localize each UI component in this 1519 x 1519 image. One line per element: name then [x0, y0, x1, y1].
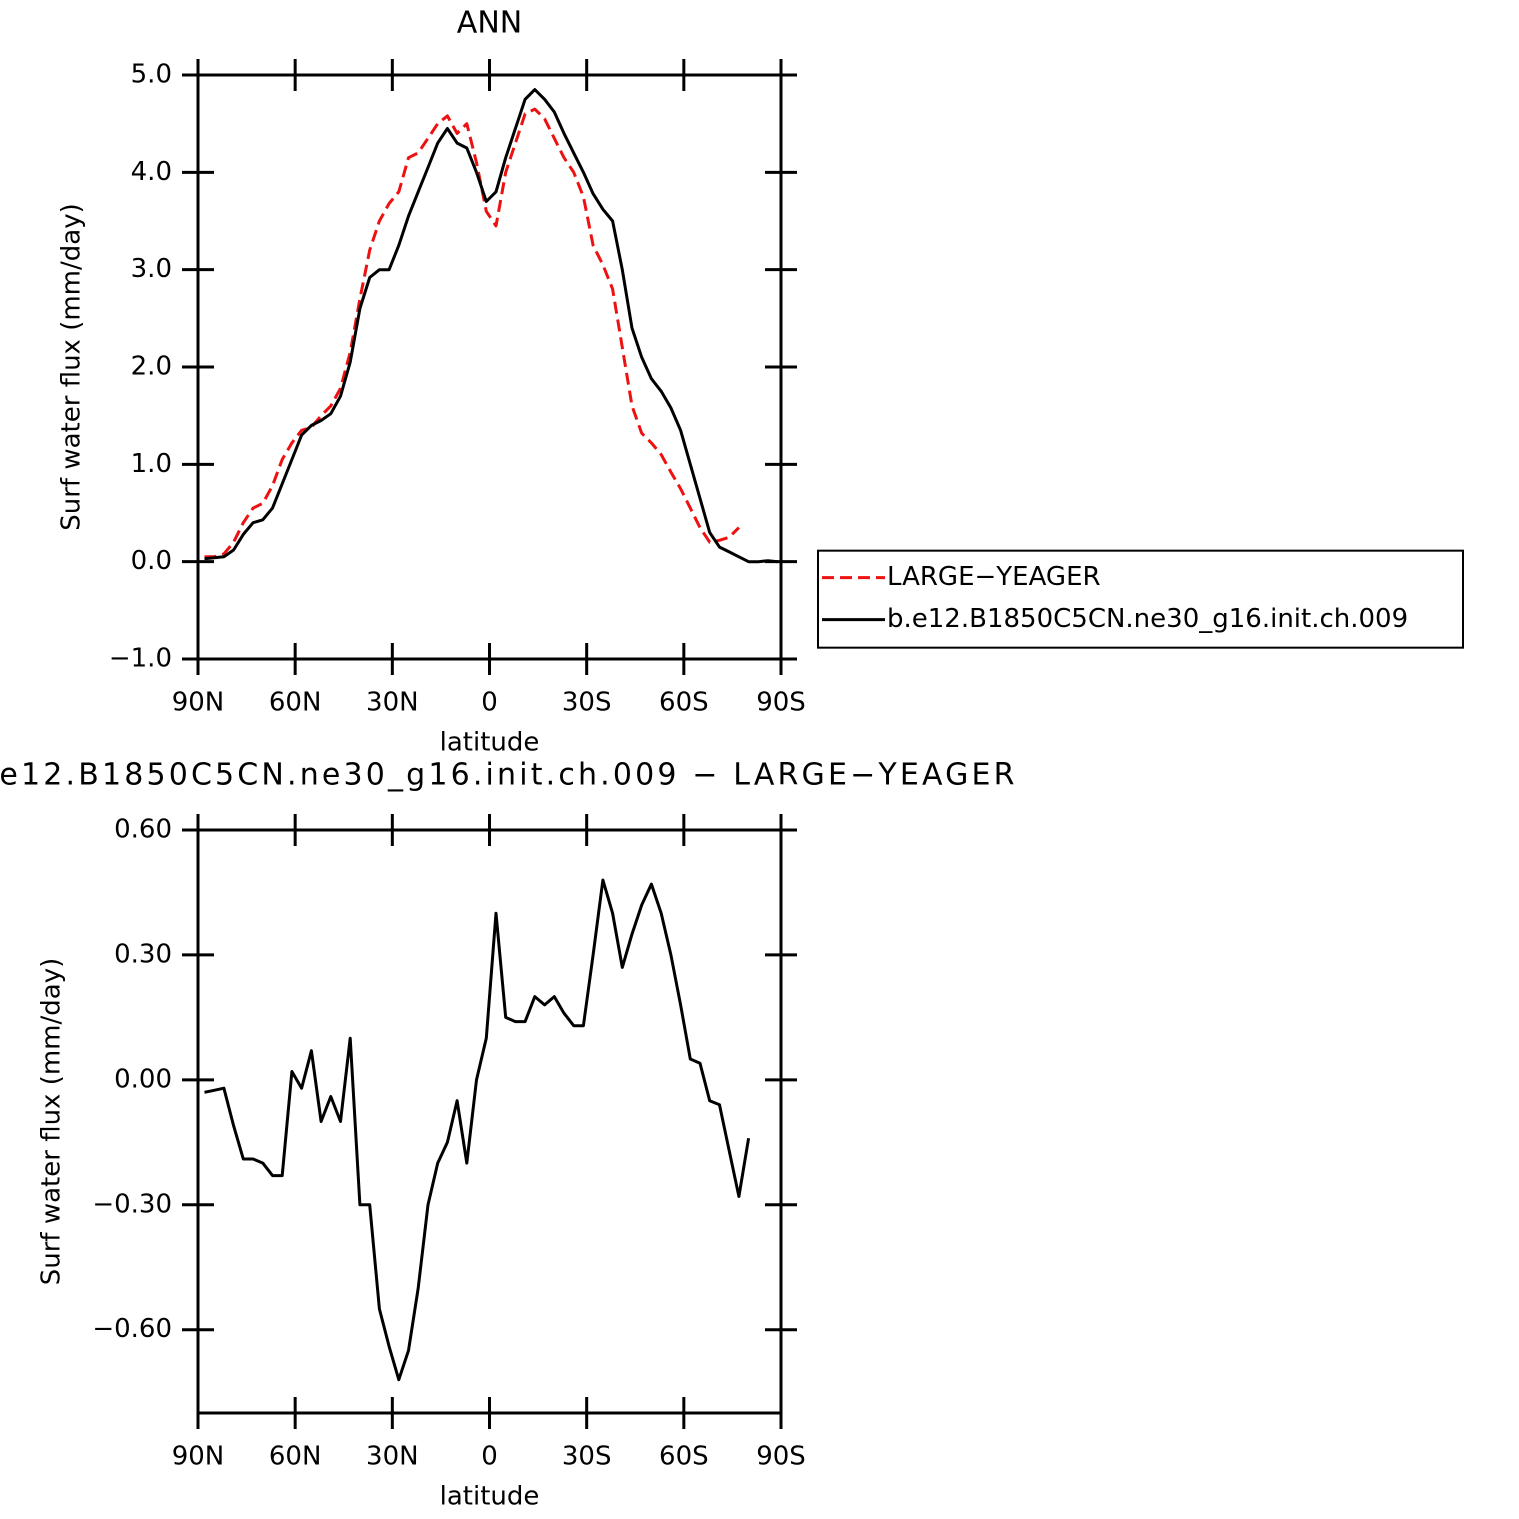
- legend-box: [817, 549, 1464, 649]
- x-tick-label: 90N: [172, 1442, 225, 1472]
- y-tick-label: 4.0: [131, 157, 172, 187]
- x-tick-label: 30N: [366, 688, 419, 718]
- x-tick-label: 60S: [659, 688, 709, 718]
- x-tick-label: 60S: [659, 1442, 709, 1472]
- y-tick-label: 2.0: [131, 352, 172, 382]
- legend-label: LARGE−YEAGER: [887, 562, 1101, 592]
- y-tick-label: −0.60: [92, 1314, 172, 1344]
- x-tick-label: 0: [481, 688, 498, 718]
- y-tick-label: 0.00: [114, 1064, 172, 1094]
- chart-title: ANN: [457, 6, 522, 41]
- y-tick-label: −1.0: [109, 644, 172, 674]
- y-tick-label: 1.0: [131, 449, 172, 479]
- plot-frame: [196, 828, 783, 1415]
- x-tick-label: 60N: [269, 1442, 322, 1472]
- y-tick-label: 5.0: [131, 60, 172, 90]
- x-tick-label: 30S: [562, 1442, 612, 1472]
- x-tick-label: 0: [481, 1442, 498, 1472]
- legend-label: b.e12.B1850C5CN.ne30_g16.init.ch.009: [887, 604, 1408, 634]
- x-tick-label: 90S: [756, 1442, 806, 1472]
- x-axis-label: latitude: [440, 1482, 540, 1512]
- y-tick-label: 0.60: [114, 815, 172, 845]
- x-tick-label: 30S: [562, 688, 612, 718]
- x-tick-label: 60N: [269, 688, 322, 718]
- chart-title: b.e12.B1850C5CN.ne30_g16.init.ch.009 − L…: [0, 758, 1014, 793]
- x-tick-label: 30N: [366, 1442, 419, 1472]
- y-axis-label: Surf water flux (mm/day): [57, 203, 87, 530]
- y-axis-label: Surf water flux (mm/day): [37, 958, 67, 1285]
- x-tick-label: 90S: [756, 688, 806, 718]
- y-tick-label: 0.0: [131, 546, 172, 576]
- y-tick-label: 3.0: [131, 254, 172, 284]
- data-line: [204, 107, 740, 559]
- data-line: [204, 88, 778, 564]
- plot-frame: [196, 73, 783, 661]
- x-axis-label: latitude: [440, 728, 540, 758]
- data-line: [204, 878, 751, 1382]
- y-tick-label: 0.30: [114, 939, 172, 969]
- y-tick-label: −0.30: [92, 1189, 172, 1219]
- x-tick-label: 90N: [172, 688, 225, 718]
